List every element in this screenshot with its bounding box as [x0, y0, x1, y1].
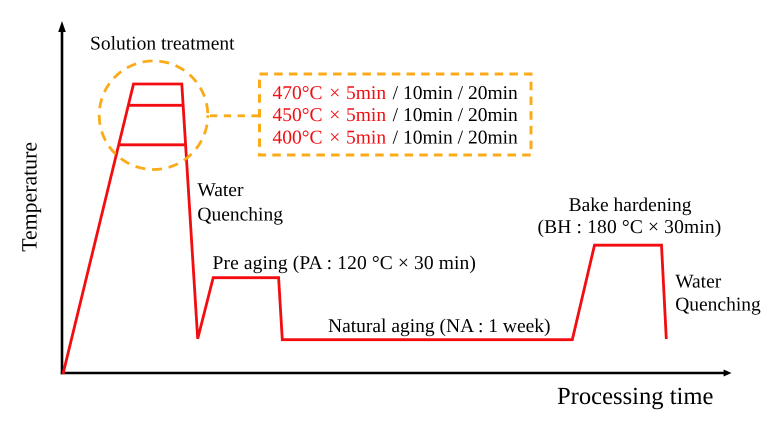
- svg-text:(BH : 180 °C × 30min): (BH : 180 °C × 30min): [538, 217, 722, 238]
- svg-text:470°C×5min / 10min / 20min: 470°C × 5min / 10min / 20min: [273, 83, 519, 104]
- svg-text:Natural aging (NA : 1 week): Natural aging (NA : 1 week): [328, 316, 551, 337]
- svg-text:Processing time: Processing time: [557, 383, 714, 410]
- svg-text:Solution treatment: Solution treatment: [90, 33, 235, 54]
- svg-text:450°C×5min / 10min / 20min: 450°C × 5min / 10min / 20min: [273, 105, 519, 126]
- svg-text:Water: Water: [675, 272, 722, 293]
- svg-text:Temperature: Temperature: [18, 142, 42, 252]
- svg-text:400°C×5min / 10min / 20min: 400°C × 5min / 10min / 20min: [273, 127, 519, 148]
- svg-text:Pre aging (PA : 120 °C × 30 mi: Pre aging (PA : 120 °C × 30 min): [213, 253, 477, 274]
- svg-text:Water: Water: [197, 180, 244, 201]
- svg-text:Bake hardening: Bake hardening: [569, 195, 692, 216]
- svg-text:Quenching: Quenching: [197, 204, 283, 225]
- svg-text:Quenching: Quenching: [675, 295, 761, 316]
